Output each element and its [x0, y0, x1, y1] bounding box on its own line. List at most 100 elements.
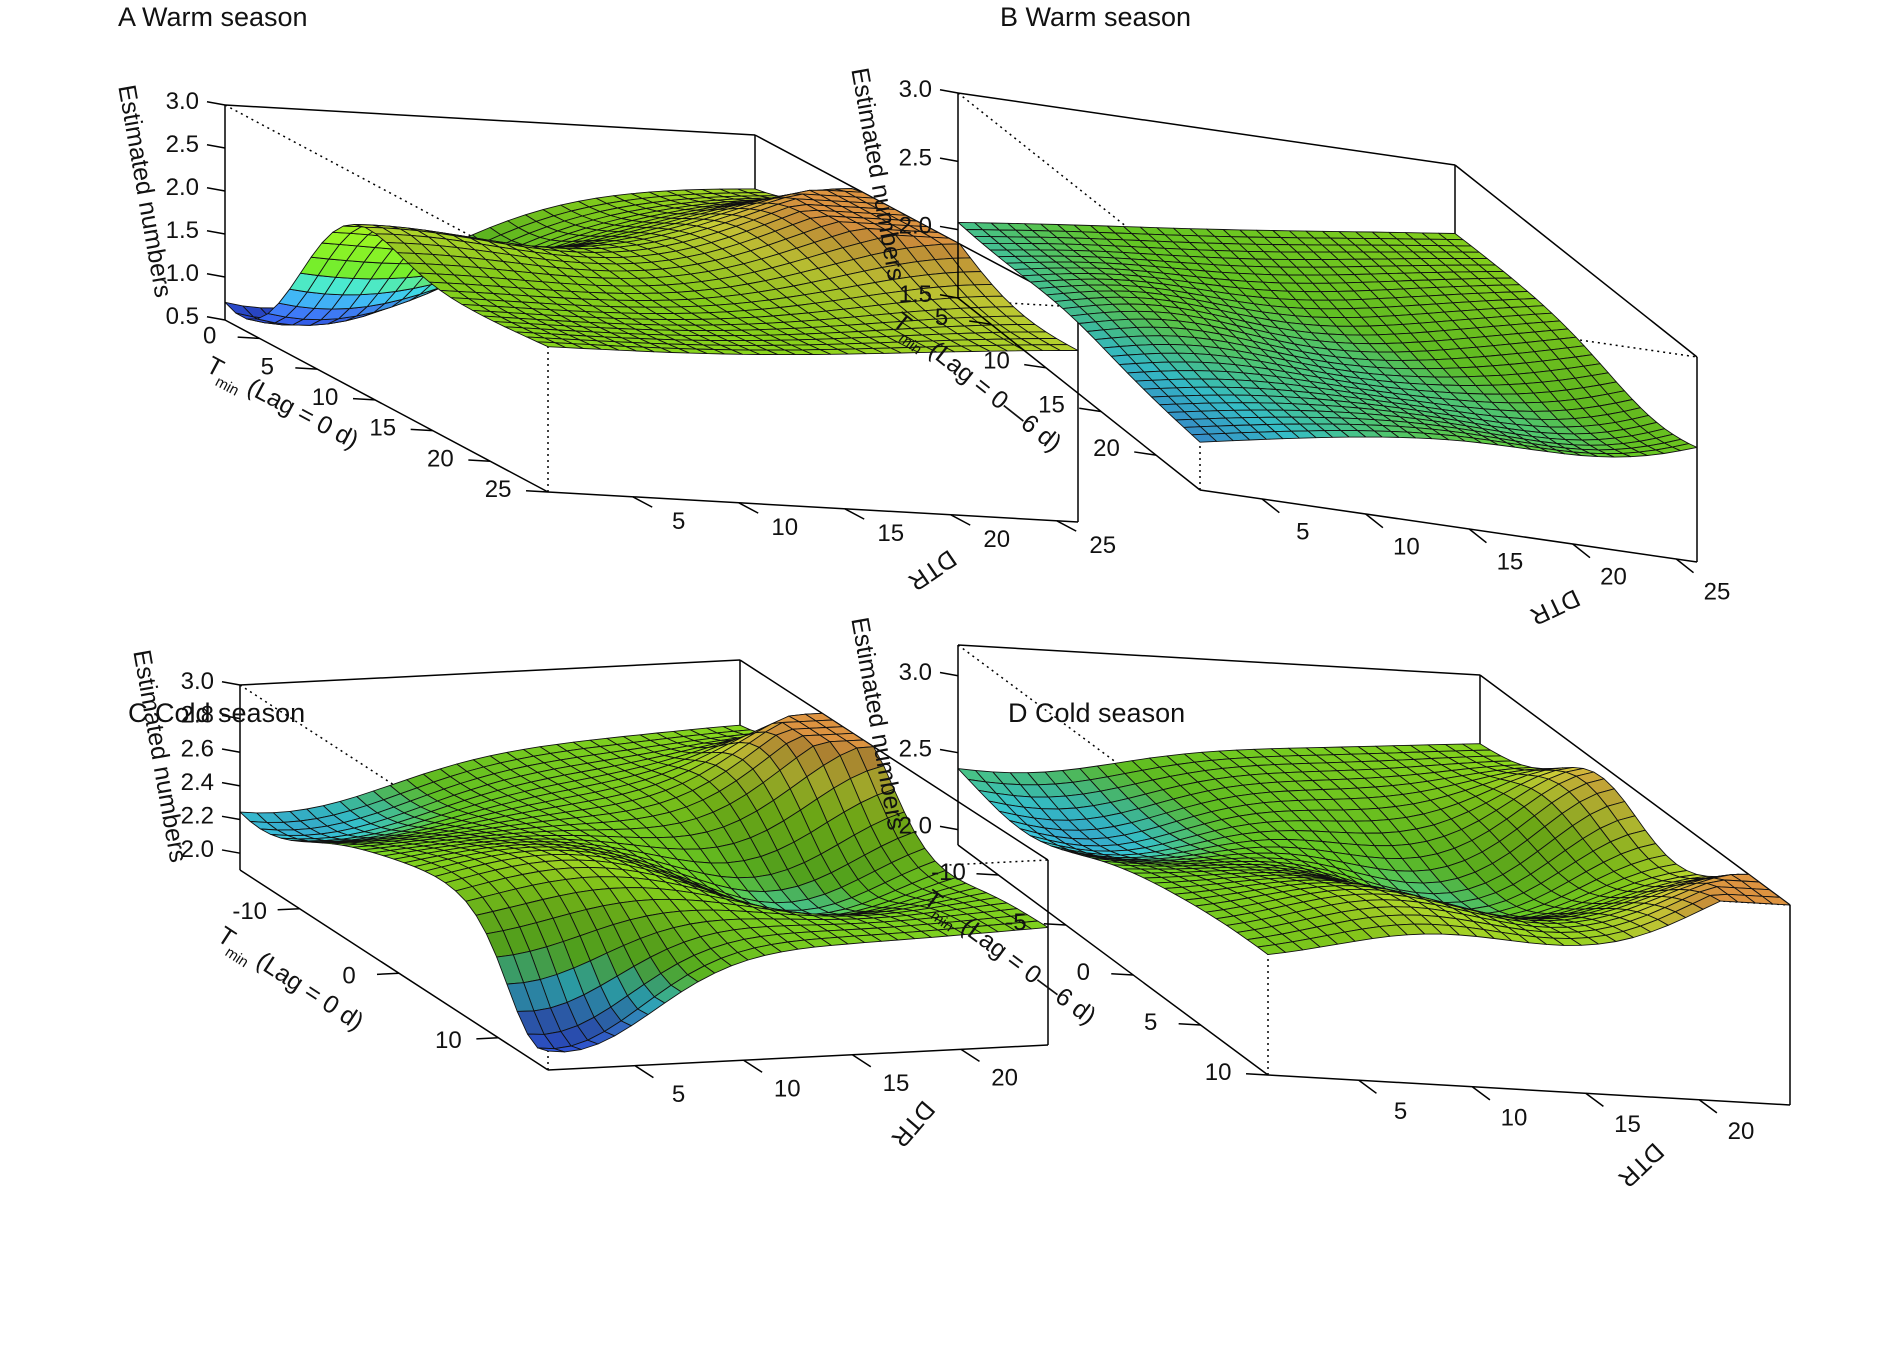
z-tick [221, 781, 241, 787]
z-tick [939, 671, 959, 677]
y-tick-label: 10 [1393, 533, 1420, 560]
y-axis-title: DTR [1526, 583, 1584, 630]
z-tick [939, 89, 959, 94]
y-axis-title: DTR [886, 1095, 941, 1152]
y-tick [950, 514, 971, 526]
x-tick-label: 0 [342, 963, 355, 990]
x-tick-label: -10 [931, 859, 966, 886]
y-axis-title: DTR [1613, 1137, 1670, 1193]
x-tick [1178, 1022, 1201, 1026]
y-tick [960, 1048, 980, 1062]
box-edge [957, 644, 1481, 676]
x-axis-title: Tmin (Lag = 0 d) [199, 351, 363, 460]
y-tick-label: 15 [1497, 548, 1524, 575]
z-tick-label: 2.6 [181, 735, 214, 762]
z-tick [206, 230, 226, 235]
z-tick [206, 273, 226, 278]
y-tick [1358, 1079, 1377, 1094]
x-tick-label: 5 [935, 304, 948, 331]
surface-mesh [957, 743, 1791, 956]
z-tick [221, 748, 241, 754]
y-tick-label: 15 [883, 1070, 910, 1097]
y-tick-label: 5 [1394, 1098, 1407, 1125]
y-tick [632, 496, 653, 508]
y-tick-label: 10 [774, 1076, 801, 1103]
y-tick-label: 20 [1600, 563, 1627, 590]
z-tick [939, 825, 959, 831]
z-tick [206, 187, 226, 192]
box-edge [224, 104, 756, 136]
y-tick [1585, 1092, 1604, 1107]
y-tick-label: 15 [1614, 1111, 1641, 1138]
box-edge [239, 659, 741, 686]
y-tick-label: 10 [771, 514, 798, 541]
x-tick-label: 5 [1144, 1009, 1157, 1036]
z-tick-label: 2.0 [166, 174, 199, 201]
y-tick-label: 20 [991, 1065, 1018, 1092]
x-tick [476, 1036, 499, 1040]
x-tick [352, 397, 376, 401]
y-tick-label: 5 [672, 1081, 685, 1108]
x-tick [468, 459, 491, 463]
panel-title: C Cold season [128, 698, 305, 728]
x-tick-label: -10 [232, 898, 267, 925]
y-tick [1056, 520, 1077, 532]
y-tick [851, 1054, 872, 1068]
z-tick [939, 225, 959, 231]
surface-mesh [224, 188, 1079, 356]
x-tick-label: 10 [312, 384, 339, 411]
x-tick-label: 15 [1038, 391, 1065, 418]
y-tick [844, 508, 865, 520]
x-tick-label: 10 [435, 1027, 462, 1054]
x-tick [976, 872, 999, 876]
x-tick [277, 907, 300, 911]
x-tick-label: 15 [369, 415, 396, 442]
box-edge [1267, 1074, 1791, 1106]
z-tick-label: 2.5 [899, 736, 932, 763]
x-tick-label: 0 [1077, 959, 1090, 986]
y-tick-label: 15 [877, 520, 904, 547]
y-tick [1698, 1099, 1718, 1114]
z-tick-label: 2.5 [899, 144, 932, 171]
y-tick-label: 5 [1296, 518, 1309, 545]
y-tick-label: 25 [1089, 532, 1116, 559]
panel-title: D Cold season [1008, 698, 1185, 728]
x-tick-label: 10 [983, 348, 1010, 375]
x-tick [1111, 972, 1134, 976]
y-tick-label: 20 [1728, 1118, 1755, 1145]
z-tick [221, 815, 241, 821]
x-tick [410, 428, 433, 432]
box-edge [224, 319, 549, 493]
x-tick-label: 10 [1205, 1059, 1232, 1086]
x-tick [1245, 1072, 1269, 1076]
box-edge [547, 491, 1079, 523]
x-tick-label: 20 [427, 445, 454, 472]
panel-a-warm-season: 0 5 10 15 20 25 5 10 15 20 25 0.5 1.0 1.5 2.0 2.5 3.0 Tmi… [112, 2, 1116, 596]
z-tick-label: 1.0 [166, 260, 199, 287]
z-tick-label: 1.5 [166, 217, 199, 244]
box-edge [1199, 489, 1698, 563]
x-tick-label: 5 [261, 353, 274, 380]
y-axis-title: DTR [903, 544, 961, 596]
z-tick [221, 681, 241, 686]
z-tick [939, 748, 959, 754]
box-edge-hidden [224, 104, 549, 278]
y-tick [634, 1065, 654, 1079]
y-tick-label: 20 [983, 526, 1010, 553]
surface-cell [536, 341, 567, 349]
z-tick-label: 3.0 [899, 76, 932, 103]
y-tick [738, 502, 759, 514]
z-tick-label: 1.5 [899, 281, 932, 308]
box-edge [957, 92, 1456, 166]
y-tick-label: 10 [1501, 1105, 1528, 1132]
x-tick-label: -5 [1005, 909, 1026, 936]
z-tick-label: 3.0 [166, 88, 199, 115]
x-tick-label: 0 [203, 323, 216, 350]
y-tick [1471, 1086, 1491, 1101]
z-tick-label: 2.5 [166, 131, 199, 158]
box-edge [1454, 164, 1698, 358]
y-tick-label: 25 [1704, 578, 1731, 605]
x-tick-label: 25 [485, 476, 512, 503]
